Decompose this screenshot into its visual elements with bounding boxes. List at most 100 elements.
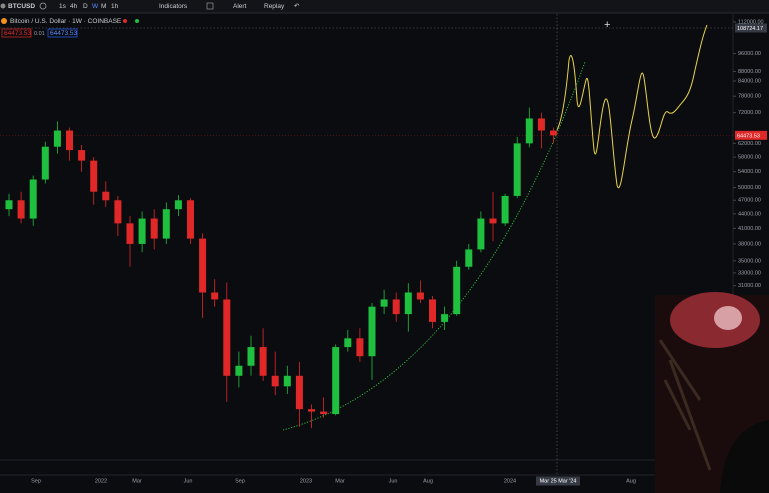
interval-button[interactable]: 1h bbox=[111, 3, 119, 10]
interval-button[interactable]: 4h bbox=[70, 3, 78, 10]
candle-body bbox=[174, 200, 182, 210]
x-tick-label: Jun bbox=[389, 478, 398, 484]
candle-body bbox=[489, 218, 497, 224]
candle-body bbox=[78, 150, 86, 161]
toolbar bbox=[0, 0, 769, 13]
y-tick-label: 44000.00 bbox=[738, 211, 761, 217]
candle-body bbox=[187, 200, 194, 239]
ask[interactable]: 64473.53 bbox=[50, 30, 77, 37]
candle-body bbox=[416, 292, 424, 300]
candle-body bbox=[90, 160, 98, 192]
y-tick-label: 88000.00 bbox=[738, 69, 761, 75]
interval-button[interactable]: D bbox=[83, 3, 88, 10]
candle-body bbox=[295, 375, 303, 410]
webcam-overlay bbox=[655, 292, 769, 493]
x-tick-label: Aug bbox=[626, 478, 636, 484]
candle-body bbox=[513, 143, 521, 196]
crosshair-price-box bbox=[735, 23, 767, 33]
x-tick-label: 2022 bbox=[95, 478, 107, 484]
indicators-button[interactable]: Indicators bbox=[159, 3, 188, 10]
candle-body bbox=[102, 191, 110, 201]
candle-body bbox=[41, 146, 49, 180]
candle-body bbox=[441, 314, 449, 322]
x-tick-label: Jun bbox=[184, 478, 193, 484]
candle-body bbox=[537, 118, 545, 131]
y-tick-label: 84000.00 bbox=[738, 78, 761, 84]
candle-body bbox=[162, 209, 170, 239]
add-symbol[interactable] bbox=[39, 2, 47, 10]
y-tick-label: 72000.00 bbox=[738, 110, 761, 116]
crosshair-date-label: Mar 25 Mar '24 bbox=[540, 478, 577, 484]
undo[interactable]: ↶ bbox=[294, 3, 300, 10]
spread: 0.01 bbox=[34, 31, 45, 37]
candle-body bbox=[150, 218, 158, 239]
candle-body bbox=[392, 299, 400, 315]
bid-box[interactable] bbox=[1, 28, 32, 38]
candle-body bbox=[17, 200, 25, 219]
webcam-lamp bbox=[714, 306, 742, 330]
candle-body bbox=[404, 292, 412, 315]
candle-body bbox=[332, 347, 340, 415]
candle-body bbox=[344, 338, 352, 348]
y-tick-label: 112000.00 bbox=[738, 19, 764, 25]
layouts-icon[interactable] bbox=[206, 2, 214, 10]
y-tick-label: 50000.00 bbox=[738, 185, 761, 191]
candle-body bbox=[380, 299, 388, 307]
replay-button[interactable]: Replay bbox=[264, 3, 285, 10]
candle-body bbox=[501, 195, 509, 224]
candle-body bbox=[283, 375, 291, 387]
projection-drawing bbox=[556, 24, 708, 189]
x-tick-label: Mar bbox=[335, 478, 345, 484]
x-tick-label: Sep bbox=[235, 478, 245, 484]
bid[interactable]: 64473.53 bbox=[4, 30, 31, 37]
last-price-box bbox=[735, 130, 767, 140]
market-status-open bbox=[135, 19, 139, 23]
interval-button[interactable]: W bbox=[92, 3, 99, 10]
candle-body bbox=[271, 375, 279, 387]
candle-body bbox=[126, 223, 134, 244]
candle-body bbox=[453, 266, 461, 315]
y-tick-label: 33000.00 bbox=[738, 270, 761, 276]
btc-icon bbox=[1, 18, 7, 24]
y-tick-label: 41000.00 bbox=[738, 226, 761, 232]
interval-button[interactable]: 1s bbox=[59, 3, 67, 10]
symbol[interactable]: BTCUSD bbox=[8, 3, 35, 10]
candle-body bbox=[235, 365, 243, 376]
candle-body bbox=[138, 218, 146, 244]
candle-body bbox=[211, 292, 219, 300]
candle-body bbox=[429, 299, 436, 322]
candle-body bbox=[53, 130, 61, 147]
cursor: + bbox=[604, 19, 610, 31]
y-tick-label: 38000.00 bbox=[738, 241, 761, 247]
candle-body bbox=[66, 130, 73, 151]
candle-body bbox=[29, 179, 37, 219]
last-price-label: 64473.53 bbox=[737, 133, 760, 139]
candle-body bbox=[320, 411, 328, 415]
candle-body bbox=[356, 338, 364, 357]
y-tick-label: 62000.00 bbox=[738, 141, 761, 147]
candle-body bbox=[477, 218, 485, 250]
y-tick-label: 54000.00 bbox=[738, 169, 761, 175]
y-tick-label: 78000.00 bbox=[738, 94, 761, 100]
candle-body bbox=[525, 118, 533, 144]
alert-button[interactable]: Alert bbox=[233, 3, 247, 10]
x-tick-label: Aug bbox=[423, 478, 433, 484]
y-tick-label: 96000.00 bbox=[738, 51, 761, 57]
interval-button[interactable]: M bbox=[101, 3, 106, 10]
crosshair-price-label: 108724.17 bbox=[737, 26, 763, 32]
candle-body bbox=[308, 409, 315, 412]
candle-body bbox=[247, 347, 255, 366]
y-tick-label: 47000.00 bbox=[738, 198, 761, 204]
candle-body bbox=[223, 299, 231, 376]
avatar[interactable] bbox=[0, 3, 6, 9]
ask-box[interactable] bbox=[47, 28, 78, 38]
candle-body bbox=[5, 200, 13, 210]
crosshair-date-box bbox=[536, 476, 580, 486]
x-tick-label: 2024 bbox=[504, 478, 516, 484]
candle-body bbox=[368, 306, 376, 357]
y-tick-label: 31000.00 bbox=[738, 283, 761, 289]
x-tick-label: Sep bbox=[31, 478, 41, 484]
